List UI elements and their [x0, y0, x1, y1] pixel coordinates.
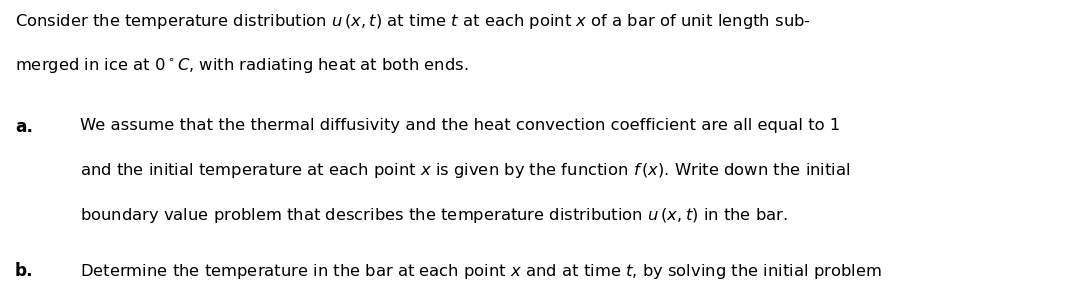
Text: a.: a. [15, 118, 33, 136]
Text: Determine the temperature in the bar at each point $x$ and at time $t$, by solvi: Determine the temperature in the bar at … [80, 262, 881, 281]
Text: and the initial temperature at each point $x$ is given by the function $f\,(x)$.: and the initial temperature at each poin… [80, 161, 850, 180]
Text: We assume that the thermal diffusivity and the heat convection coefficient are a: We assume that the thermal diffusivity a… [80, 118, 840, 133]
Text: Consider the temperature distribution $u\,(x,t)$ at time $t$ at each point $x$ o: Consider the temperature distribution $u… [15, 12, 811, 31]
Text: merged in ice at $0^\circ C$, with radiating heat at both ends.: merged in ice at $0^\circ C$, with radia… [15, 56, 469, 75]
Text: b.: b. [15, 262, 33, 280]
Text: boundary value problem that describes the temperature distribution $u\,(x,t)$ in: boundary value problem that describes th… [80, 206, 788, 225]
